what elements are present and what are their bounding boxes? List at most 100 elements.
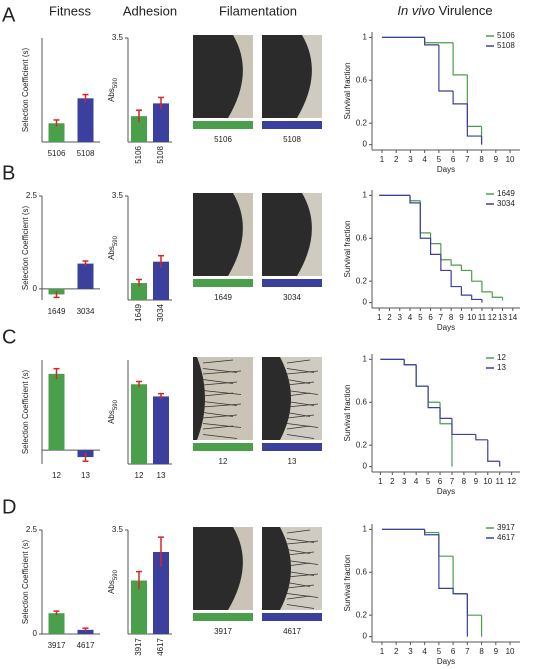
strain-bar <box>262 443 322 451</box>
hypha <box>286 540 319 545</box>
hypha <box>286 562 311 567</box>
strain-label: 4617 <box>283 627 301 636</box>
survival-step <box>440 254 452 272</box>
strain-label: 13 <box>288 457 297 466</box>
x-tick-label: 12 <box>135 471 144 480</box>
survival-step <box>427 386 441 403</box>
survival-step <box>424 37 454 44</box>
bar <box>77 629 94 634</box>
y-axis-label: Selection Coefficient (s) <box>21 540 30 625</box>
x-tick-label: 5 <box>418 313 423 322</box>
x-tick-label: 8 <box>479 155 484 164</box>
y-tick-label: 0.6 <box>356 397 368 406</box>
survival-step <box>450 259 462 266</box>
x-axis-label: Days <box>437 487 455 496</box>
survival-step <box>471 295 482 301</box>
x-tick-label: 8 <box>479 647 484 656</box>
survival-step <box>466 103 482 137</box>
legend-label: 3034 <box>497 199 515 208</box>
x-tick-label: 3034 <box>156 303 165 321</box>
strain-bar <box>193 613 253 621</box>
y-tick-label: 2.5 <box>26 525 38 534</box>
x-tick-label: 10 <box>506 155 515 164</box>
colony <box>262 35 312 118</box>
bar <box>153 261 169 300</box>
y-tick-label: 0 <box>363 140 368 149</box>
hypha <box>286 584 315 589</box>
x-tick-label: 1 <box>378 477 383 486</box>
survival-step <box>466 74 482 127</box>
strain-bar <box>193 279 253 287</box>
y-label-subscript: 590 <box>113 77 119 88</box>
x-tick-label: 10 <box>506 647 515 656</box>
hypha <box>286 434 315 439</box>
x-tick-label: 3 <box>402 477 407 486</box>
bar <box>48 613 65 634</box>
y-label-text: Selection Coefficient (s) <box>21 370 30 455</box>
bar <box>131 283 147 300</box>
hypha <box>202 381 238 386</box>
strain-label: 1649 <box>214 293 232 302</box>
x-tick-label: 7 <box>465 647 470 656</box>
survival-step <box>409 195 421 202</box>
x-tick-label: 9 <box>459 313 464 322</box>
survival-step <box>415 364 429 387</box>
x-tick-label: 13 <box>498 313 507 322</box>
survival-step <box>403 359 417 366</box>
y-axis-label: Selection Coefficient (s) <box>21 370 30 455</box>
x-tick-label: 12 <box>488 313 497 322</box>
y-tick-label: 3.5 <box>112 191 124 200</box>
survival-step <box>460 286 472 296</box>
survival-step <box>460 265 472 272</box>
bar <box>153 551 169 634</box>
strain-label: 3034 <box>283 293 301 302</box>
x-tick-label: 7 <box>450 477 455 486</box>
x-tick-label: 2 <box>390 477 395 486</box>
x-tick-label: 10 <box>467 313 476 322</box>
bar <box>131 580 147 634</box>
hypha <box>202 359 234 364</box>
x-tick-label: 1649 <box>48 307 66 316</box>
x-tick-label: 12 <box>507 477 516 486</box>
x-tick-label: 12 <box>52 471 61 480</box>
hypha <box>202 403 242 408</box>
x-tick-label: 9 <box>494 647 499 656</box>
x-tick-label: 6 <box>451 647 456 656</box>
y-tick-label: 0.2 <box>356 118 368 127</box>
x-tick-label: 10 <box>483 477 492 486</box>
y-tick-label: 0.2 <box>356 276 368 285</box>
x-tick-label: 9 <box>474 477 479 486</box>
strain-label: 3917 <box>214 627 232 636</box>
strain-bar <box>193 443 253 451</box>
y-tick-label: 0 <box>33 284 38 293</box>
strain-bar <box>262 121 322 129</box>
bar <box>153 396 169 464</box>
survival-step <box>429 238 441 255</box>
survival-step <box>438 534 454 589</box>
x-tick-label: 11 <box>496 477 505 486</box>
y-label-subscript: 590 <box>113 569 119 580</box>
header-virulence: In vivo Virulence <box>397 3 492 18</box>
y-tick-label: 0 <box>363 298 368 307</box>
hypha <box>202 423 242 428</box>
x-tick-label: 5108 <box>77 149 95 158</box>
hypha <box>286 593 319 598</box>
x-tick-label: 1 <box>380 155 385 164</box>
x-tick-label: 3 <box>398 313 403 322</box>
hypha <box>286 529 311 534</box>
bar <box>77 263 94 289</box>
survival-step <box>452 42 468 76</box>
x-tick-label: 4 <box>422 647 427 656</box>
survival-step <box>452 91 468 105</box>
colony <box>262 527 291 610</box>
survival-step <box>419 202 431 239</box>
bar <box>77 98 94 142</box>
panel-label: A <box>2 4 16 26</box>
survival-step <box>471 270 482 282</box>
y-label-text: Selection Coefficient (s) <box>21 48 30 133</box>
hypha <box>286 381 315 386</box>
y-tick-label: 0.6 <box>356 233 368 242</box>
y-tick-label: 2.5 <box>26 191 38 200</box>
hypha <box>286 403 319 408</box>
